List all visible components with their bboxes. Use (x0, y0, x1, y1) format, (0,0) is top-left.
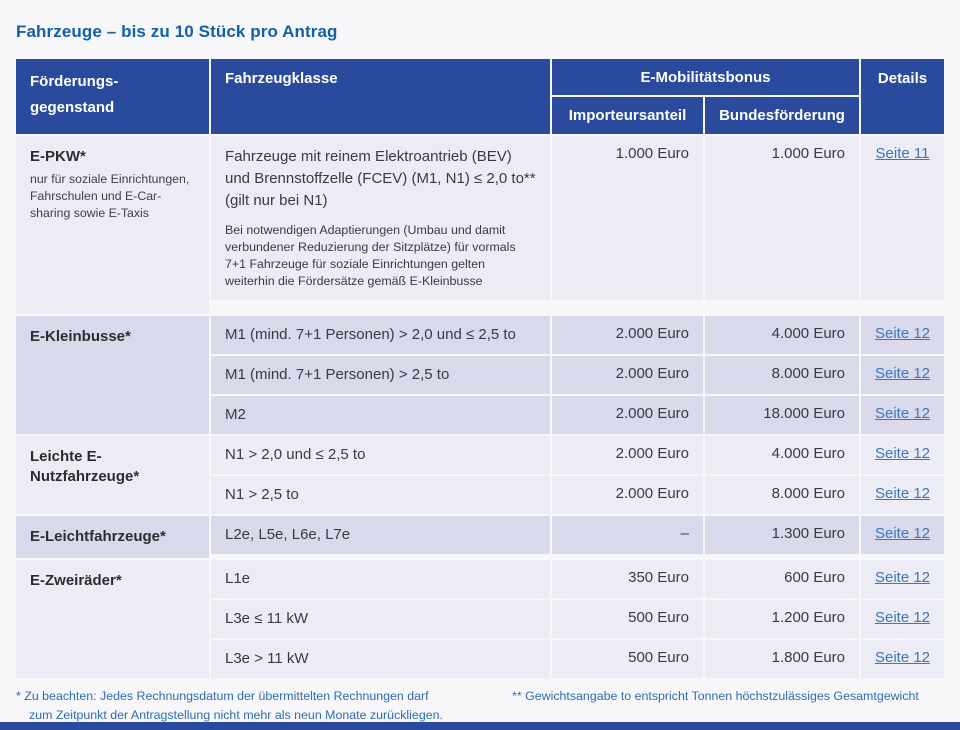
details-cell: Seite 12 (861, 516, 944, 554)
table-row: Fahrzeuge mit reinem Elektroantrieb (BEV… (211, 136, 944, 300)
group-name-cell: E-Leichtfahrzeuge* (16, 516, 209, 558)
bundesfoerderung-cell: 1.000 Euro (705, 136, 859, 300)
details-cell: Seite 12 (861, 476, 944, 514)
group-name-cell: Leichte E-Nutzfahrzeuge* (16, 436, 209, 514)
footnote-left: * Zu beachten: Jedes Rechnungsdatum der … (16, 687, 512, 724)
bottom-band (0, 722, 960, 730)
details-link[interactable]: Seite 12 (874, 445, 931, 462)
bundesfoerderung-cell: 1.200 Euro (705, 600, 859, 638)
header-foerderungsgegenstand-line1: Förderungs- (30, 73, 119, 90)
footnote-left-line1: * Zu beachten: Jedes Rechnungsdatum der … (16, 689, 429, 703)
fahrzeugklasse-cell: L1e (211, 560, 550, 598)
importeursanteil-cell: 500 Euro (552, 600, 703, 638)
header-bundesfoerderung: Bundesförderung (705, 97, 859, 134)
group-leichte-e-nutzfahrzeuge: Leichte E-Nutzfahrzeuge* N1 > 2,0 und ≤ … (16, 436, 944, 514)
details-cell: Seite 11 (861, 136, 944, 300)
header-importeursanteil: Importeursanteil (552, 97, 703, 134)
group-name-cell: E-PKW* nur für soziale Einrichtungen, Fa… (16, 136, 209, 314)
fahrzeugklasse-cell: M2 (211, 396, 550, 434)
header-emobilitaetsbonus-group: E-Mobilitätsbonus Importeursanteil Bunde… (552, 59, 859, 134)
group-name-cell: E-Zweiräder* (16, 560, 209, 678)
fahrzeugklasse-cell: L3e > 11 kW (211, 640, 550, 678)
table-row: M2 2.000 Euro 18.000 Euro Seite 12 (211, 396, 944, 434)
importeursanteil-cell: 2.000 Euro (552, 476, 703, 514)
table-row: N1 > 2,5 to 2.000 Euro 8.000 Euro Seite … (211, 476, 944, 514)
details-link[interactable]: Seite 12 (874, 525, 931, 542)
details-cell: Seite 12 (861, 640, 944, 678)
group-name: E-Kleinbusse* (30, 328, 131, 345)
fahrzeugklasse-cell: L3e ≤ 11 kW (211, 600, 550, 638)
bundesfoerderung-cell: 8.000 Euro (705, 356, 859, 394)
group-note: nur für soziale Einrichtungen, Fahrschul… (30, 172, 190, 221)
bundesfoerderung-cell: 4.000 Euro (705, 316, 859, 354)
bundesfoerderung-cell: 1.300 Euro (705, 516, 859, 554)
table-row: L2e, L5e, L6e, L7e – 1.300 Euro Seite 12 (211, 516, 944, 554)
page-title: Fahrzeuge – bis zu 10 Stück pro Antrag (16, 22, 338, 41)
header-details: Details (861, 59, 944, 134)
bundesfoerderung-cell: 8.000 Euro (705, 476, 859, 514)
group-e-kleinbusse: E-Kleinbusse* M1 (mind. 7+1 Personen) > … (16, 316, 944, 434)
details-cell: Seite 12 (861, 396, 944, 434)
details-cell: Seite 12 (861, 560, 944, 598)
header-foerderungsgegenstand: Förderungs- gegenstand (16, 59, 209, 134)
group-name: Leichte E-Nutzfahrzeuge* (30, 448, 140, 485)
group-name: E-Leichtfahrzeuge* (30, 528, 166, 545)
bundesfoerderung-cell: 1.800 Euro (705, 640, 859, 678)
header-foerderungsgegenstand-line2: gegenstand (30, 99, 115, 116)
details-link[interactable]: Seite 12 (874, 485, 931, 502)
table-row: M1 (mind. 7+1 Personen) > 2,0 und ≤ 2,5 … (211, 316, 944, 354)
table-row: M1 (mind. 7+1 Personen) > 2,5 to 2.000 E… (211, 356, 944, 394)
importeursanteil-cell: – (552, 516, 703, 554)
details-link[interactable]: Seite 12 (874, 325, 931, 342)
bundesfoerderung-cell: 18.000 Euro (705, 396, 859, 434)
importeursanteil-cell: 350 Euro (552, 560, 703, 598)
header-fahrzeugklasse: Fahrzeugklasse (211, 59, 550, 134)
header-bonus-subrow: Importeursanteil Bundesförderung (552, 97, 859, 134)
fahrzeugklasse-note: Bei notwendigen Adaptierungen (Umbau und… (225, 223, 516, 288)
group-name: E-Zweiräder* (30, 572, 122, 589)
subsidy-table: Förderungs- gegenstand Fahrzeugklasse E-… (16, 59, 944, 678)
group-e-zweiraeder: E-Zweiräder* L1e 350 Euro 600 Euro Seite… (16, 560, 944, 678)
importeursanteil-cell: 500 Euro (552, 640, 703, 678)
group-name: E-PKW* (30, 148, 86, 165)
details-link[interactable]: Seite 12 (874, 649, 931, 666)
table-row: L3e ≤ 11 kW 500 Euro 1.200 Euro Seite 12 (211, 600, 944, 638)
details-cell: Seite 12 (861, 356, 944, 394)
details-link[interactable]: Seite 12 (874, 609, 931, 626)
details-link[interactable]: Seite 12 (874, 405, 931, 422)
importeursanteil-cell: 2.000 Euro (552, 396, 703, 434)
table-row: L3e > 11 kW 500 Euro 1.800 Euro Seite 12 (211, 640, 944, 678)
details-link[interactable]: Seite 12 (874, 365, 931, 382)
group-e-pkw: E-PKW* nur für soziale Einrichtungen, Fa… (16, 136, 944, 314)
fahrzeugklasse-cell: N1 > 2,5 to (211, 476, 550, 514)
details-cell: Seite 12 (861, 316, 944, 354)
importeursanteil-cell: 2.000 Euro (552, 436, 703, 474)
details-cell: Seite 12 (861, 436, 944, 474)
table-row: L1e 350 Euro 600 Euro Seite 12 (211, 560, 944, 598)
footnotes: * Zu beachten: Jedes Rechnungsdatum der … (16, 687, 944, 724)
details-link[interactable]: Seite 12 (874, 569, 931, 586)
importeursanteil-cell: 2.000 Euro (552, 356, 703, 394)
fahrzeugklasse-text: Fahrzeuge mit reinem Elektroantrieb (BEV… (225, 148, 536, 209)
fahrzeugklasse-cell: M1 (mind. 7+1 Personen) > 2,0 und ≤ 2,5 … (211, 316, 550, 354)
group-e-leichtfahrzeuge: E-Leichtfahrzeuge* L2e, L5e, L6e, L7e – … (16, 516, 944, 558)
importeursanteil-cell: 1.000 Euro (552, 136, 703, 300)
footnote-right: ** Gewichtsangabe to entspricht Tonnen h… (512, 689, 919, 703)
table-row: N1 > 2,0 und ≤ 2,5 to 2.000 Euro 4.000 E… (211, 436, 944, 474)
bundesfoerderung-cell: 4.000 Euro (705, 436, 859, 474)
header-emobilitaetsbonus: E-Mobilitätsbonus (552, 59, 859, 95)
details-link[interactable]: Seite 11 (875, 145, 930, 162)
fahrzeugklasse-cell: L2e, L5e, L6e, L7e (211, 516, 550, 554)
group-name-cell: E-Kleinbusse* (16, 316, 209, 434)
fahrzeugklasse-cell: M1 (mind. 7+1 Personen) > 2,5 to (211, 356, 550, 394)
fahrzeugklasse-cell: N1 > 2,0 und ≤ 2,5 to (211, 436, 550, 474)
fahrzeugklasse-cell: Fahrzeuge mit reinem Elektroantrieb (BEV… (211, 136, 550, 300)
details-cell: Seite 12 (861, 600, 944, 638)
importeursanteil-cell: 2.000 Euro (552, 316, 703, 354)
footnote-left-line2: zum Zeitpunkt der Antragstellung nicht m… (29, 707, 443, 722)
bundesfoerderung-cell: 600 Euro (705, 560, 859, 598)
table-header: Förderungs- gegenstand Fahrzeugklasse E-… (16, 59, 944, 134)
